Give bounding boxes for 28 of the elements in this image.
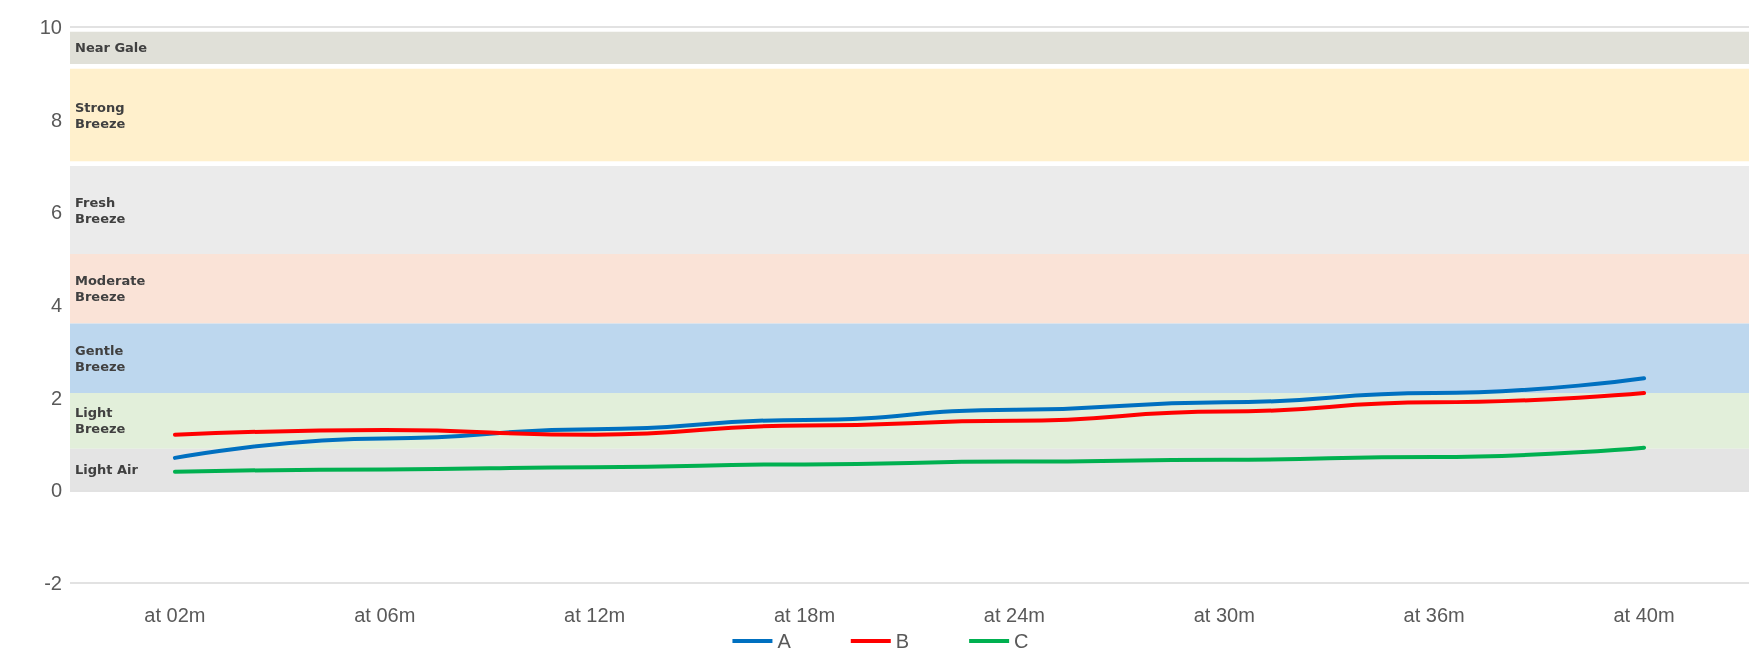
x-tick-label: at 24m [983,604,1046,626]
y-tick-label: 10 [39,16,62,38]
y-tick-label: -2 [44,572,62,594]
band-label: Light Breeze [75,405,126,437]
line-series [172,391,1647,437]
y-tick-label: 2 [50,386,62,409]
legend-label: C [1014,630,1029,652]
band-label: Moderate Breeze [75,273,150,305]
y-tick-label: 4 [50,294,62,316]
x-tick-label: at 12m [564,604,626,626]
legend-label: A [777,630,792,652]
legend-label: B [895,630,910,652]
x-tick-label: at 02m [144,604,206,626]
x-tick-label: at 40m [1613,604,1675,626]
band-label: Strong Breeze [75,99,130,131]
x-tick-label: at 36m [1403,604,1465,626]
x-tick-label: at 18m [773,604,836,626]
line-series [172,376,1647,460]
x-tick-label: at 06m [354,604,416,626]
y-tick-label: 0 [50,479,62,502]
band-label: Light Air [75,461,139,477]
band-label: Fresh Breeze [75,194,126,226]
x-tick-label: at 30m [1193,604,1255,626]
band-label: Near Gale [75,40,148,56]
y-tick-label: 8 [50,108,62,131]
line-series [172,445,1647,474]
y-tick-label: 6 [50,201,62,224]
band-label: Gentle Breeze [75,342,128,374]
